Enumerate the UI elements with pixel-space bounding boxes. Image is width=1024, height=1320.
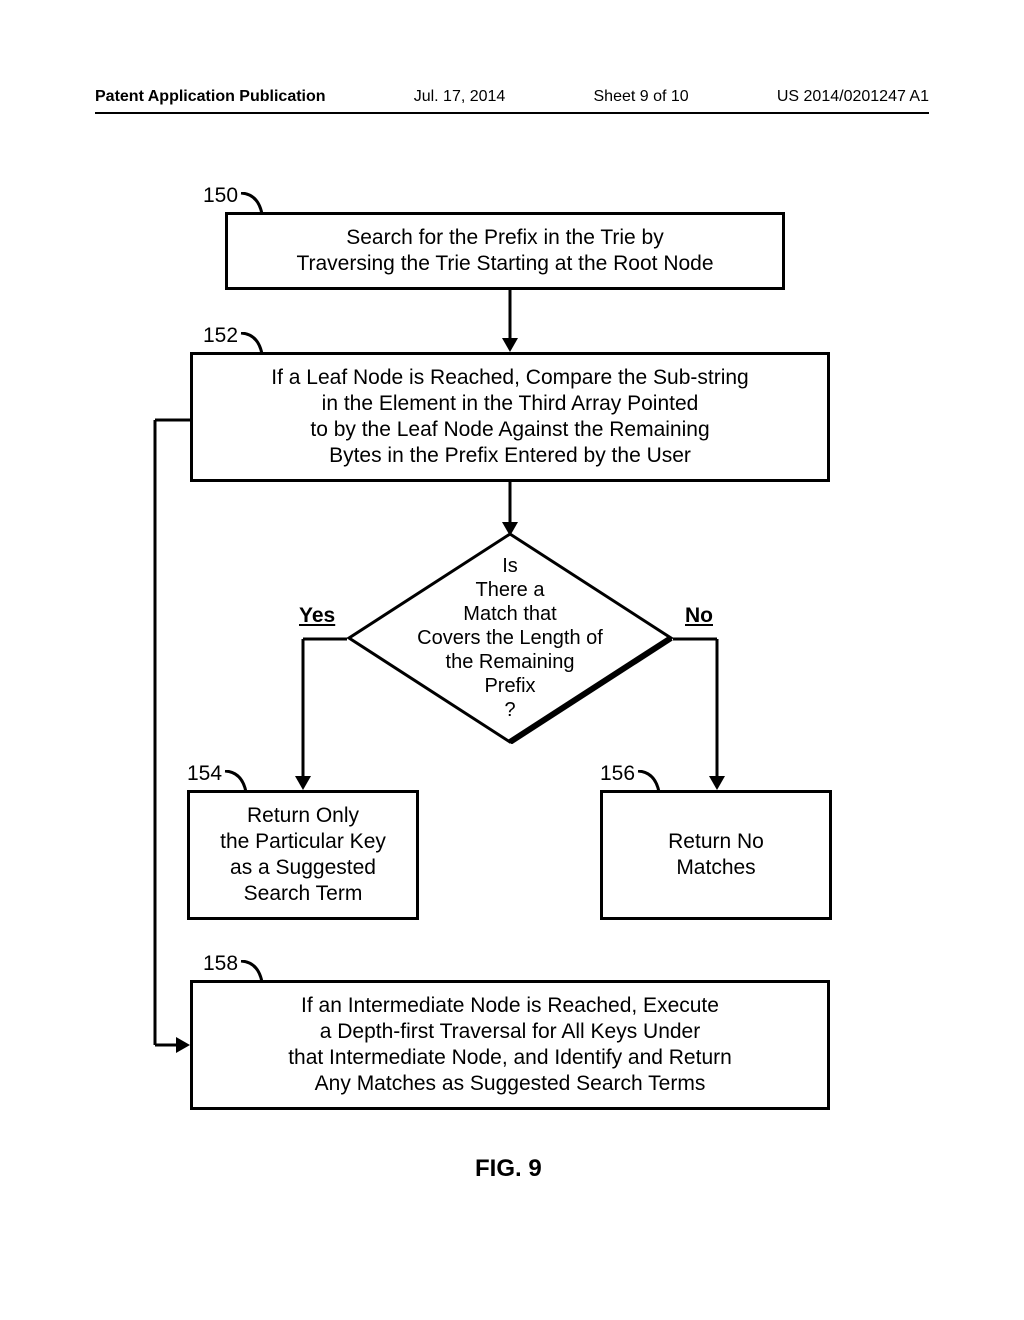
header-left: Patent Application Publication xyxy=(95,88,326,106)
header-sheet: Sheet 9 of 10 xyxy=(594,88,689,106)
ref-152: 152 xyxy=(203,324,238,348)
header-rule xyxy=(95,112,929,114)
header-date: Jul. 17, 2014 xyxy=(414,88,506,106)
decision-diamond: IsThere aMatch thatCovers the Length oft… xyxy=(347,532,673,744)
decision-text: IsThere aMatch thatCovers the Length oft… xyxy=(347,532,673,744)
ref-154: 154 xyxy=(187,762,222,786)
no-label: No xyxy=(685,604,713,628)
arrow-yes-icon xyxy=(285,636,357,794)
arrow-down-icon xyxy=(505,482,515,536)
process-box-156: Return NoMatches xyxy=(600,790,832,920)
ref-156: 156 xyxy=(600,762,635,786)
page-header: Patent Application Publication Jul. 17, … xyxy=(95,88,929,106)
figure-label: FIG. 9 xyxy=(475,1155,542,1183)
yes-label: Yes xyxy=(299,604,335,628)
arrow-no-icon xyxy=(663,636,735,794)
ref-158: 158 xyxy=(203,952,238,976)
arrow-down-icon xyxy=(505,290,515,352)
process-box-152: If a Leaf Node is Reached, Compare the S… xyxy=(190,352,830,482)
connector-line-icon xyxy=(145,417,195,1057)
flowchart: 150 Search for the Prefix in the Trie by… xyxy=(95,180,925,1180)
process-box-154: Return Onlythe Particular Keyas a Sugges… xyxy=(187,790,419,920)
process-box-150: Search for the Prefix in the Trie byTrav… xyxy=(225,212,785,290)
ref-150: 150 xyxy=(203,184,238,208)
header-pubno: US 2014/0201247 A1 xyxy=(777,88,929,106)
process-box-158: If an Intermediate Node is Reached, Exec… xyxy=(190,980,830,1110)
